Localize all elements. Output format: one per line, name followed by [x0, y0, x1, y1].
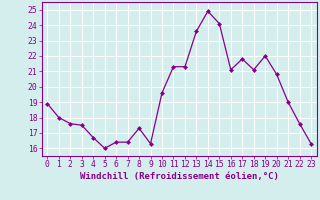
X-axis label: Windchill (Refroidissement éolien,°C): Windchill (Refroidissement éolien,°C) [80, 172, 279, 181]
